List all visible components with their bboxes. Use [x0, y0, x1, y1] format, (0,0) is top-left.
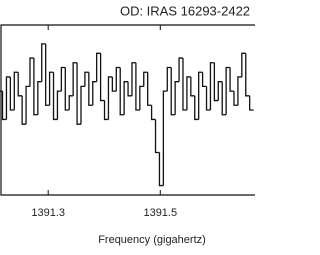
spectrum-step	[147, 72, 152, 106]
spectrum-step	[52, 72, 58, 121]
spectrum-step	[186, 76, 191, 110]
spectrum-step	[143, 71, 148, 87]
spectrum-step	[29, 57, 34, 87]
spectrum-step	[119, 67, 125, 116]
chart: OD: IRAS 16293-2422 Frequency (gigahertz…	[0, 3, 255, 246]
spectrum-step	[217, 81, 223, 101]
spectrum-step	[48, 71, 54, 106]
spectrum-step	[80, 85, 85, 125]
spectrum-step	[225, 66, 231, 115]
spectrum-step	[213, 62, 219, 102]
spectrum-step	[174, 81, 180, 115]
spectrum-step	[68, 95, 74, 110]
spectrum-step	[162, 90, 168, 186]
spectrum-step	[221, 81, 227, 116]
spectrum-step	[107, 76, 113, 120]
spectrum-step	[170, 67, 176, 116]
spectrum-step	[60, 66, 66, 92]
spectrum-step	[237, 76, 242, 106]
spectrum-step	[158, 152, 164, 187]
spectrum-step	[5, 76, 11, 120]
spectrum-step	[139, 85, 144, 110]
spectrum-step	[9, 76, 15, 111]
spectrum-step	[194, 95, 199, 121]
spectrum-step	[245, 53, 250, 97]
spectrum-step	[103, 100, 109, 121]
x-tick-label: 1391.3	[31, 207, 65, 219]
spectrum-step	[123, 81, 129, 115]
spectrum-step	[131, 62, 136, 96]
x-axis-label: Frequency (gigahertz)	[98, 234, 206, 246]
spectrum-step	[25, 85, 30, 125]
spectrum-step	[182, 58, 187, 111]
spectrum-step	[150, 105, 156, 121]
spectrum-step	[209, 62, 215, 110]
spectrum-step	[76, 62, 81, 125]
spectrum-step	[249, 95, 254, 111]
spectrum-step	[154, 119, 160, 154]
spectrum-step	[205, 86, 211, 111]
spectrum-step	[115, 66, 121, 92]
spectrum-step	[135, 62, 140, 111]
spectrum-step	[41, 43, 46, 82]
spectrum-step	[64, 67, 70, 111]
spectrum-step	[201, 72, 207, 88]
spectrum-step	[92, 81, 97, 106]
spectrum-step	[233, 91, 238, 106]
spectrum-step	[1, 91, 7, 121]
spectrum-step	[96, 52, 101, 82]
spectrum-step	[56, 90, 62, 120]
plot-frame	[0, 24, 255, 196]
spectrum-step	[241, 52, 246, 77]
spectrum-step	[166, 66, 172, 92]
spectrum-step	[190, 76, 195, 97]
spectrum-step	[33, 58, 38, 116]
spectrum-step	[127, 81, 132, 97]
spectrum-step	[72, 62, 78, 96]
spectrum-step	[198, 71, 203, 120]
spectrum-step	[13, 71, 19, 110]
spectrum-step	[88, 72, 93, 106]
chart-title: OD: IRAS 16293-2422	[120, 3, 250, 18]
spectrum-step	[45, 43, 50, 106]
spectrum-step	[229, 67, 234, 92]
spectrum-step	[21, 95, 27, 125]
spectrum-step	[99, 53, 105, 102]
spectrum-step	[17, 72, 23, 97]
spectrum-step	[178, 57, 183, 82]
spectrum-step	[111, 76, 117, 92]
spectrum-step	[84, 71, 89, 87]
spectrum-step	[37, 81, 42, 115]
x-tick-label: 1391.5	[143, 207, 177, 219]
page: {"chart_data": {"type": "step", "title":…	[0, 3, 255, 246]
